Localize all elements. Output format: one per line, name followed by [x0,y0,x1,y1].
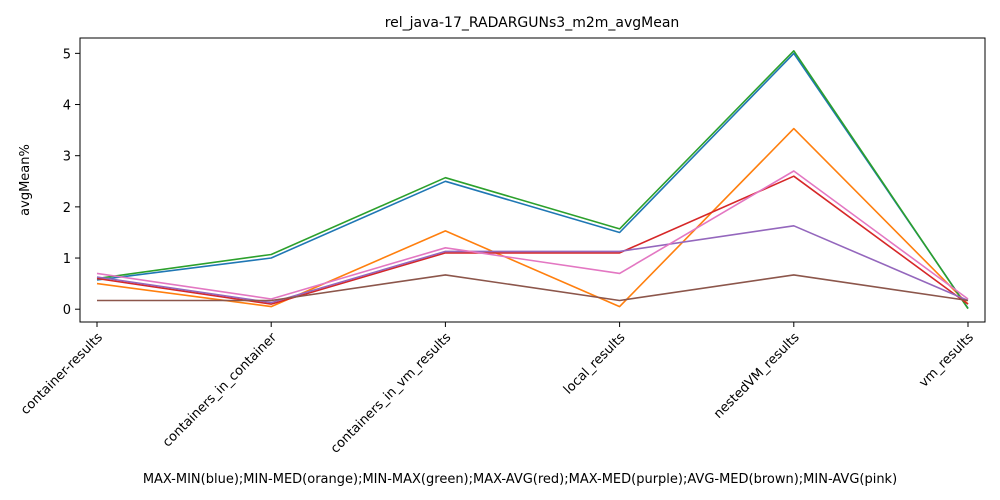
y-tick-label: 4 [63,99,71,114]
y-tick-label: 1 [63,252,71,267]
series-lines [96,49,969,310]
x-tick-label: nestedVM_results [711,330,803,422]
x-tick-label: container-results [18,330,106,418]
series-line-6 [96,170,969,300]
plot-area [79,37,986,323]
series-line-1 [96,127,969,308]
series-line-0 [96,52,969,309]
y-axis-label: avgMean% [18,144,33,216]
series-line-2 [96,49,969,310]
series-line-4 [96,225,969,304]
chart-title: rel_java-17_RADARGUNs3_m2m_avgMean [385,15,680,31]
x-axis-label: MAX-MIN(blue);MIN-MED(orange);MIN-MAX(gr… [143,472,897,487]
x-tick-label: containers_in_vm_results [328,330,454,456]
y-tick-label: 3 [63,150,71,165]
y-tick-label: 0 [63,303,71,318]
y-tick-label: 2 [63,201,71,216]
series-line-5 [97,274,969,302]
x-axis-ticks: container-results containers_in_container… [18,322,977,457]
y-axis-ticks: 0 1 2 3 4 5 [63,47,80,318]
x-tick-label: vm_results [916,330,977,391]
x-tick-label: containers_in_container [160,330,281,451]
x-tick-label: local_results [561,330,629,398]
y-tick-label: 5 [63,47,71,62]
